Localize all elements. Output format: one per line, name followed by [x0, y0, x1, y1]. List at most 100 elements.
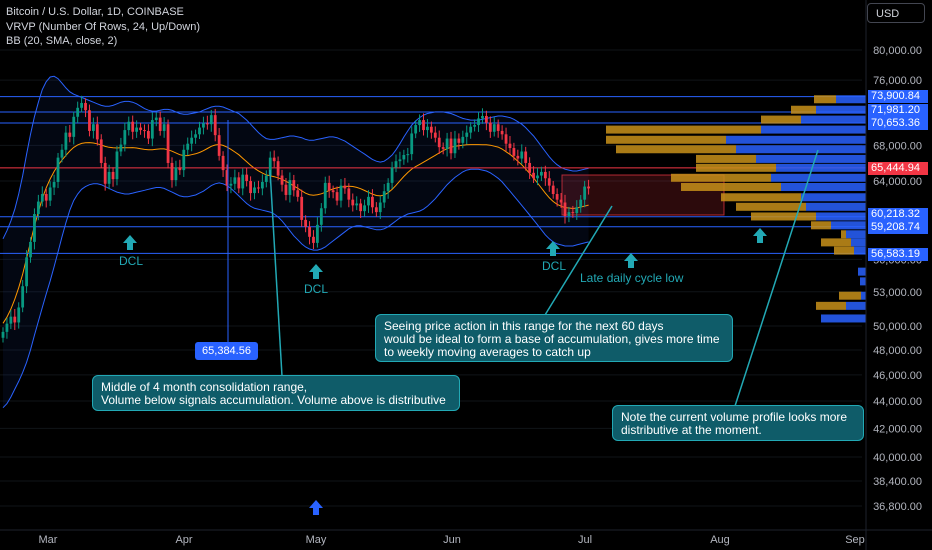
candle-body-123: [484, 115, 488, 123]
candle-body-39: [154, 117, 158, 121]
volume-profile-up-5: [736, 145, 866, 154]
candle-body-66: [260, 181, 264, 189]
candle-body-124: [488, 122, 492, 132]
volume-profile-up-8: [771, 173, 866, 182]
volume-profile-up-12: [816, 212, 866, 221]
candle-body-46: [182, 149, 186, 171]
annotation-accumulation[interactable]: Seeing price action in this range for th…: [375, 314, 733, 362]
candle-body-40: [158, 117, 162, 131]
candle-body-149: [587, 186, 590, 189]
candle-body-129: [508, 143, 512, 149]
candle-body-73: [288, 180, 292, 195]
candle-body-0: [1, 331, 5, 338]
volume-profile-up-14: [846, 230, 866, 239]
candle-body-136: [536, 175, 539, 179]
legend-vrvp[interactable]: VRVP (Number Of Rows, 24, Up/Down): [6, 20, 200, 33]
candle-body-93: [367, 196, 370, 206]
candle-body-72: [284, 184, 288, 195]
candle-body-48: [190, 137, 194, 144]
legend-bb[interactable]: BB (20, SMA, close, 2): [6, 35, 118, 47]
x-tick-label-1: Apr: [175, 534, 192, 546]
candle-body-35: [139, 127, 142, 131]
price-tag-65444: 65,444.94: [868, 162, 928, 175]
candle-body-43: [170, 162, 174, 181]
candle-body-120: [473, 125, 476, 127]
candle-body-109: [429, 126, 433, 133]
volume-profile-up-4: [726, 135, 866, 144]
bollinger-upper-line: [2, 75, 589, 240]
price-tag-59208: 59,208.74: [868, 221, 928, 234]
currency-button[interactable]: USD: [867, 3, 925, 23]
volume-profile-up-11: [806, 202, 866, 211]
candle-body-146: [575, 207, 579, 214]
chart-legend: Bitcoin / U.S. Dollar, 1D, COINBASE VRVP…: [6, 5, 200, 49]
candle-body-126: [496, 124, 500, 131]
candle-body-65: [257, 187, 260, 189]
volume-profile-down-15: [821, 238, 851, 247]
volume-profile-up-9: [781, 182, 866, 191]
candle-body-107: [422, 120, 425, 131]
y-tick-label-10: 42,000.00: [873, 423, 922, 435]
x-tick-label-4: Jul: [578, 534, 592, 546]
candle-body-15: [60, 149, 64, 158]
y-tick-label-7: 48,000.00: [873, 345, 922, 357]
candle-body-61: [241, 174, 245, 189]
candle-body-9: [36, 201, 40, 215]
candle-body-77: [304, 219, 308, 227]
candle-body-69: [272, 157, 276, 162]
volume-profile-up-6: [756, 154, 866, 163]
cycle-arrow-dcl-1: [123, 235, 137, 250]
volume-profile-up-15: [851, 238, 866, 247]
candle-body-133: [524, 151, 528, 163]
cycle-label-late: Late daily cycle low: [580, 271, 684, 285]
annotation-consolidation[interactable]: Middle of 4 month consolidation range, V…: [92, 375, 460, 411]
candle-body-6: [25, 257, 28, 287]
volume-profile-up-18: [860, 277, 866, 286]
candle-body-96: [378, 202, 382, 213]
candle-body-18: [72, 116, 76, 137]
y-tick-label-0: 80,000.00: [873, 45, 922, 57]
volume-profile-up-19: [861, 291, 866, 300]
price-tag-70653: 70,653.36: [868, 117, 928, 130]
candle-body-94: [371, 196, 374, 208]
candle-body-92: [363, 205, 366, 212]
cycle-arrow-late: [624, 253, 638, 268]
candle-body-121: [477, 118, 480, 126]
volume-profile-up-20: [846, 301, 866, 310]
price-tag-56583: 56,583.19: [868, 248, 928, 261]
candle-body-45: [178, 167, 182, 171]
marker-price-label: 65,384.56: [195, 342, 258, 360]
volume-profile-down-7: [696, 163, 776, 172]
candle-body-75: [296, 190, 300, 197]
candle-body-34: [135, 127, 139, 132]
y-tick-label-2: 68,000.00: [873, 140, 922, 152]
candle-body-125: [492, 124, 496, 132]
candle-body-2: [9, 316, 13, 324]
candle-body-1: [5, 323, 9, 332]
candle-body-5: [21, 286, 25, 308]
candle-body-10: [40, 194, 44, 202]
volume-profile-down-8: [671, 173, 771, 182]
candle-body-98: [386, 182, 390, 192]
candle-body-44: [174, 167, 178, 181]
candle-body-42: [166, 124, 170, 163]
candle-body-87: [343, 185, 347, 189]
legend-symbol[interactable]: Bitcoin / U.S. Dollar, 1D, COINBASE: [6, 6, 184, 18]
candle-body-13: [52, 181, 56, 188]
volume-profile-down-2: [761, 115, 801, 124]
candle-body-29: [115, 151, 119, 180]
candle-body-140: [551, 185, 555, 195]
candle-body-60: [237, 177, 241, 189]
cycle-label-dcl-1: DCL: [119, 254, 144, 268]
candle-body-4: [17, 307, 21, 323]
candle-body-111: [437, 137, 441, 148]
annotation-volume-profile[interactable]: Note the current volume profile looks mo…: [612, 405, 864, 441]
volume-profile-down-0: [814, 95, 836, 104]
candle-body-145: [571, 212, 575, 214]
volume-profile-down-19: [839, 291, 861, 300]
y-tick-label-5: 53,000.00: [873, 287, 922, 299]
cycle-arrow-dcl-3: [546, 241, 560, 256]
bollinger-lower-line: [2, 168, 589, 409]
y-tick-label-9: 44,000.00: [873, 396, 922, 408]
